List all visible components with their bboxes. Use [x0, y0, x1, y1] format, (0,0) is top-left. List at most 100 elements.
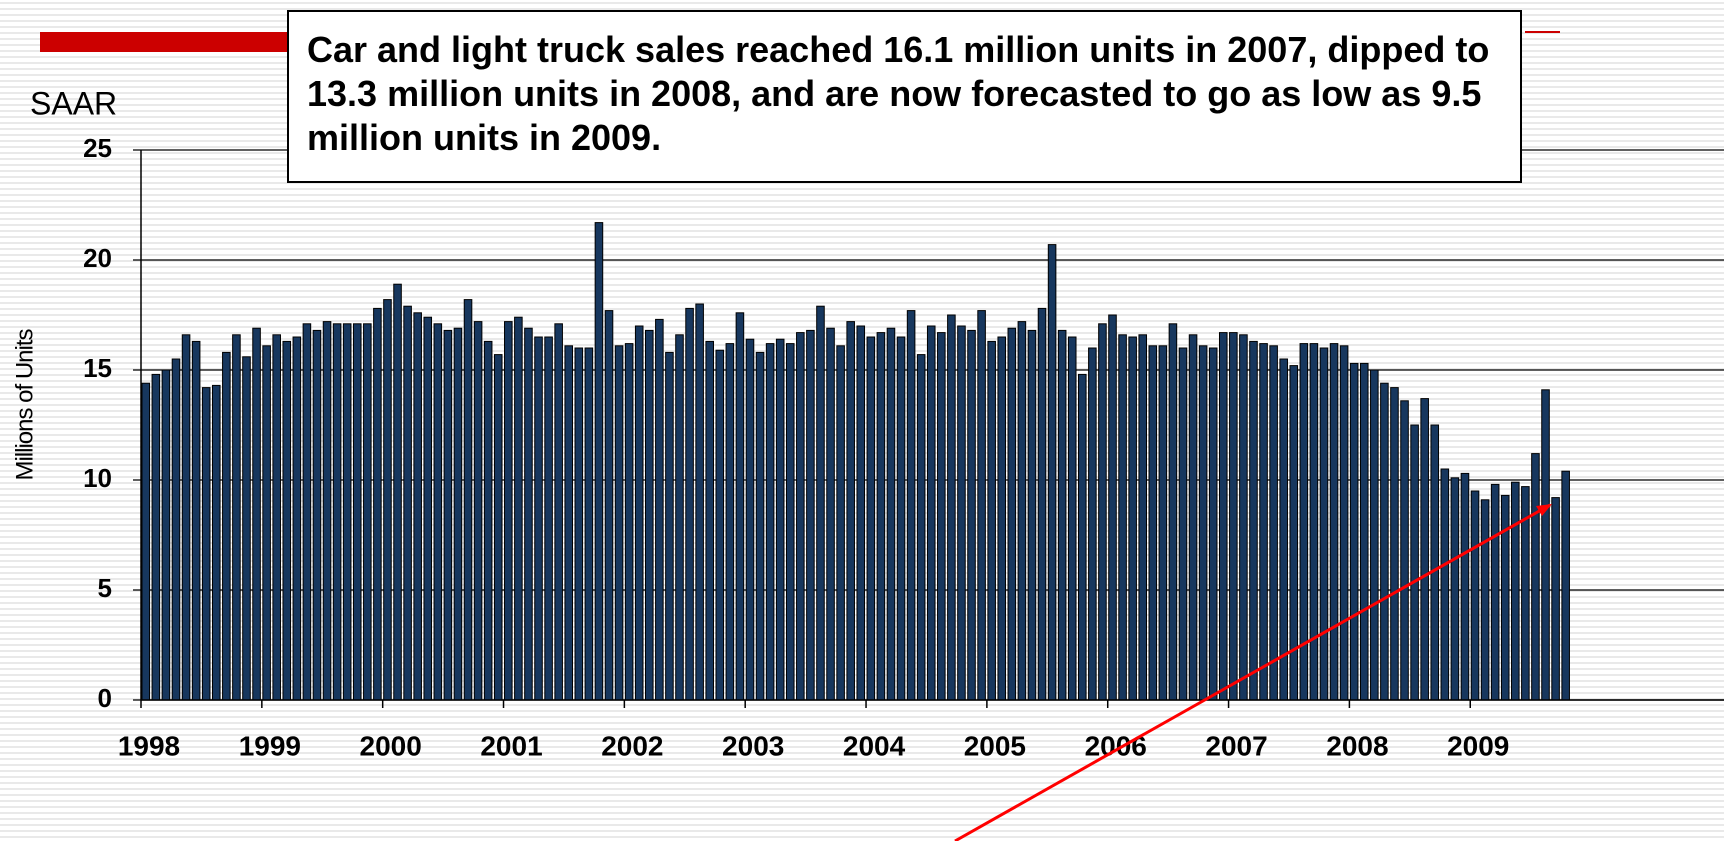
bar [1198, 345, 1208, 701]
bar [645, 329, 654, 701]
unit-label: SAAR [30, 85, 117, 121]
y-tick-label: 10 [83, 463, 112, 493]
bar [886, 327, 896, 701]
bar [705, 340, 714, 701]
bar [493, 354, 503, 701]
bar [403, 305, 412, 701]
bar [302, 323, 312, 701]
bar [1531, 453, 1540, 701]
arrow-head [1536, 504, 1552, 516]
bar [322, 321, 332, 701]
bar [957, 325, 966, 701]
bar [1279, 358, 1288, 701]
bar [1007, 327, 1017, 701]
bar [1329, 343, 1339, 701]
bar [222, 351, 231, 701]
bar [1118, 334, 1127, 701]
bar [1400, 400, 1409, 701]
bar [977, 310, 986, 701]
bar [745, 338, 755, 701]
bar [906, 310, 916, 701]
bar [1309, 343, 1319, 701]
bar [1410, 424, 1419, 701]
bar [312, 329, 322, 701]
bar [242, 356, 251, 701]
bar [755, 351, 765, 701]
bar [1561, 470, 1570, 701]
bar [816, 305, 825, 701]
bar [1178, 347, 1188, 701]
x-tick-label: 2001 [480, 730, 542, 761]
bar [1188, 334, 1198, 701]
bar [383, 299, 392, 701]
bar [262, 345, 271, 701]
bar [1168, 323, 1178, 701]
bar [1460, 472, 1470, 701]
bar [1098, 323, 1107, 701]
bar [937, 332, 946, 701]
bar [1088, 347, 1097, 701]
bar [806, 329, 815, 701]
bar [765, 343, 775, 701]
bar [1500, 494, 1510, 701]
bar [504, 321, 513, 701]
bar [856, 325, 866, 701]
bar [272, 334, 281, 701]
x-tick-label: 2005 [964, 730, 1026, 761]
bar [544, 336, 553, 701]
bar [1229, 332, 1238, 701]
bar [1390, 387, 1399, 701]
bar [463, 299, 473, 701]
bar [574, 347, 584, 701]
bar [191, 340, 201, 701]
x-tick-label: 2000 [360, 730, 422, 761]
plot: 0 5 10 15 20 25 1998 1999 2000 2001 2002 2003 2004 20… [83, 133, 1724, 761]
bar [876, 332, 886, 701]
bar [836, 345, 845, 701]
bar [433, 323, 443, 701]
x-tick-label: 2006 [1085, 730, 1147, 761]
bar [161, 369, 171, 701]
bar [1339, 345, 1349, 701]
bar [1450, 477, 1460, 701]
bar [785, 343, 795, 701]
bar [1480, 499, 1490, 701]
bar [1037, 307, 1047, 701]
bar [665, 351, 674, 701]
bar [1148, 345, 1158, 701]
bar [1027, 329, 1037, 701]
x-tick-label: 2007 [1205, 730, 1267, 761]
bar [252, 327, 261, 701]
bar [926, 325, 936, 701]
bar [1511, 481, 1520, 701]
bar [1551, 497, 1560, 701]
bar [1470, 490, 1480, 701]
bar [453, 327, 463, 701]
bar [916, 354, 926, 701]
bar [564, 345, 574, 701]
annotation: Car and light truck sales reached 16.1 m… [287, 10, 1522, 183]
y-tick-label: 0 [98, 683, 112, 713]
bar [1259, 343, 1268, 701]
bar [715, 349, 725, 701]
bar [342, 323, 352, 701]
bar [725, 343, 735, 701]
bar [967, 329, 976, 701]
x-tick-label: 2003 [722, 730, 784, 761]
bar [373, 307, 382, 701]
bar [232, 334, 241, 701]
header-bar [40, 32, 292, 52]
bar [775, 338, 785, 701]
bar [1138, 334, 1148, 701]
bar [846, 321, 855, 701]
bar [675, 334, 684, 701]
bar [443, 329, 453, 701]
bar [1239, 334, 1248, 701]
bar [614, 345, 624, 701]
bar [171, 358, 181, 701]
bar [514, 316, 523, 701]
bar [413, 312, 422, 701]
bar [1349, 362, 1359, 701]
x-tick-label: 1998 [118, 730, 180, 761]
bar [141, 382, 151, 701]
